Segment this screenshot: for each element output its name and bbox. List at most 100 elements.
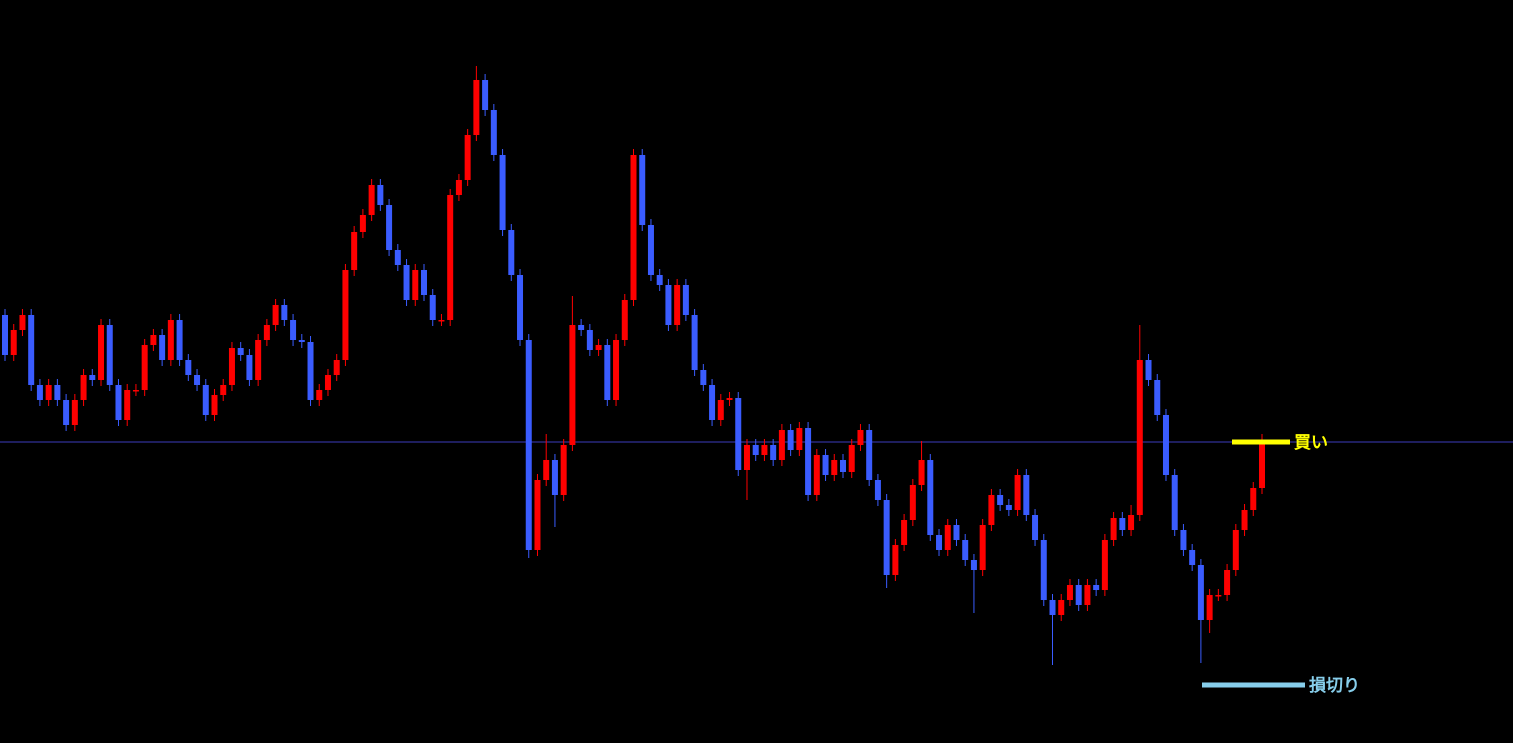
candle-body	[1049, 600, 1056, 615]
candle-body	[805, 428, 812, 495]
candle-body	[1119, 518, 1126, 530]
candle-body	[1232, 530, 1239, 570]
candle-body	[124, 390, 131, 420]
candle-body	[1101, 540, 1108, 590]
candle-body	[71, 400, 78, 425]
candle-body	[613, 340, 620, 400]
candle-body	[63, 400, 70, 425]
candle-body	[115, 385, 122, 420]
candle-body	[281, 305, 288, 320]
candle-body	[770, 445, 777, 460]
candle-body	[1224, 570, 1231, 595]
candle-body	[447, 195, 454, 320]
level-label: 損切り	[1309, 675, 1360, 696]
candle-body	[290, 320, 297, 340]
candle-body	[202, 385, 209, 415]
candle-body	[106, 325, 113, 385]
candle-body	[194, 375, 201, 385]
candle-body	[700, 370, 707, 385]
candle-body	[621, 300, 628, 340]
candle-body	[185, 360, 192, 375]
candle-body	[464, 135, 471, 180]
candle-body	[455, 180, 462, 195]
candle-body	[482, 80, 489, 110]
candle-body	[1058, 600, 1065, 615]
candle-body	[1189, 550, 1196, 565]
candle-body	[89, 375, 96, 380]
candle-body	[228, 348, 235, 385]
candle-body	[997, 495, 1004, 505]
candle-body	[1023, 475, 1030, 515]
candle-body	[438, 320, 445, 322]
candle-body	[1136, 360, 1143, 515]
candle-body	[211, 395, 218, 415]
candle-body	[176, 320, 183, 360]
candle-body	[543, 460, 550, 480]
candle-body	[1206, 595, 1213, 620]
candle-body	[927, 460, 934, 535]
candle-body	[717, 400, 724, 420]
candle-body	[307, 342, 314, 400]
candle-body	[866, 430, 873, 480]
candle-body	[944, 525, 951, 550]
candle-body	[988, 495, 995, 525]
candle-body	[132, 390, 139, 392]
candle-body	[368, 185, 375, 215]
candle-body	[761, 445, 768, 455]
candle-body	[752, 445, 759, 455]
candle-body	[665, 285, 672, 325]
candle-body	[159, 335, 166, 360]
candle-body	[1180, 530, 1187, 550]
candle-body	[560, 445, 567, 495]
candle-body	[578, 325, 585, 330]
candle-body	[604, 345, 611, 400]
candle-body	[1250, 488, 1257, 510]
candle-body	[822, 455, 829, 475]
candle-body	[255, 340, 262, 380]
candle-body	[857, 430, 864, 445]
candle-body	[778, 430, 785, 460]
candle-body	[1259, 440, 1265, 488]
candle-body	[10, 330, 17, 355]
candle-body	[656, 275, 663, 285]
candle-body	[1040, 540, 1047, 600]
candle-body	[342, 270, 349, 360]
candle-body	[1128, 515, 1135, 530]
candle-body	[874, 480, 881, 500]
candle-body	[473, 80, 480, 135]
candle-body	[1084, 585, 1091, 605]
candle-body	[892, 545, 899, 575]
candle-body	[569, 325, 576, 445]
candle-body	[909, 485, 916, 520]
candle-body	[918, 460, 925, 485]
candle-body	[412, 270, 419, 300]
level-label: 買い	[1294, 433, 1328, 453]
candle-body	[647, 225, 654, 275]
candle-body	[936, 535, 943, 550]
candle-body	[167, 320, 174, 360]
candle-body	[726, 398, 733, 400]
candle-body	[796, 428, 803, 450]
candle-body	[1241, 510, 1248, 530]
candle-body	[787, 430, 794, 450]
candle-body	[263, 325, 270, 340]
candle-body	[298, 340, 305, 342]
candle-body	[953, 525, 960, 540]
candle-body	[351, 232, 358, 270]
candle-body	[551, 460, 558, 495]
candle-body	[1197, 565, 1204, 620]
candle-body	[1032, 515, 1039, 540]
candle-body	[54, 385, 61, 400]
candle-body	[150, 335, 157, 345]
candle-body	[1014, 475, 1021, 510]
candle-body	[639, 155, 646, 225]
candle-body	[359, 215, 366, 232]
candle-body	[595, 345, 602, 350]
candle-body	[735, 398, 742, 470]
candle-body	[316, 390, 323, 400]
candle-body	[141, 345, 148, 390]
candle-body	[586, 330, 593, 350]
candle-body	[220, 385, 227, 395]
